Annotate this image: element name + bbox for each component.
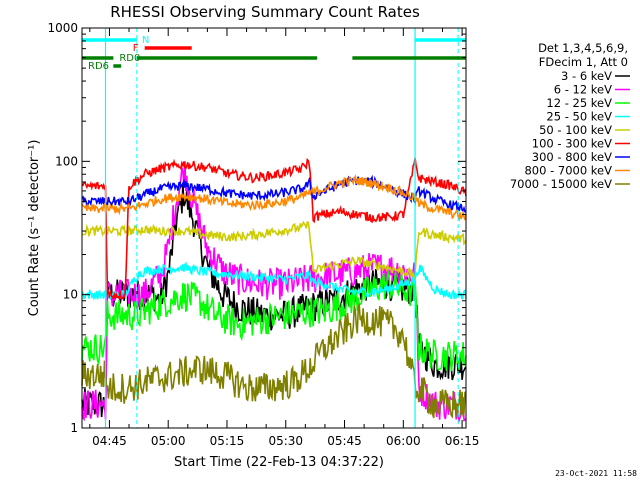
series-line-5 <box>81 157 467 301</box>
generation-timestamp: 23-Oct-2021 11:58 <box>555 469 637 478</box>
legend-label-7: 800 - 7000 keV <box>524 164 612 178</box>
x-tick-label-4: 05:45 <box>327 434 362 448</box>
y-tick-label-1: 10 <box>63 288 78 302</box>
legend-label-8: 7000 - 15000 keV <box>510 177 612 191</box>
legend-label-5: 100 - 300 keV <box>532 137 612 151</box>
x-tick-label-0: 04:45 <box>92 434 127 448</box>
y-axis-label: Count Rate (s⁻¹ detector⁻¹) <box>27 140 42 317</box>
flag-label-1: F <box>133 43 139 54</box>
flag-label-0: N <box>142 35 149 46</box>
series-line-2 <box>81 270 467 372</box>
chart-title: RHESSI Observing Summary Count Rates <box>110 3 420 21</box>
legend-label-6: 300 - 800 keV <box>532 150 612 164</box>
flag-label-3: RD6 <box>88 61 109 72</box>
legend-label-4: 50 - 100 keV <box>539 123 612 137</box>
legend-header-line-1: Det 1,3,4,5,6,9, <box>538 41 628 55</box>
series-line-8 <box>81 303 467 419</box>
plot-frame <box>81 27 467 429</box>
series-line-4 <box>81 220 467 281</box>
y-tick-label-0: 1 <box>70 421 78 435</box>
legend-header-line-2: FDecim 1, Att 0 <box>539 55 628 69</box>
legend-label-2: 12 - 25 keV <box>546 96 612 110</box>
legend: Det 1,3,4,5,6,9, FDecim 1, Att 0 3 - 6 k… <box>510 41 630 191</box>
flag-label-2: RD0 <box>119 53 140 64</box>
y-tick-label-3: 1000 <box>47 21 78 35</box>
x-tick-label-3: 05:30 <box>268 434 303 448</box>
y-tick-label-2: 100 <box>55 154 78 168</box>
legend-label-3: 25 - 50 keV <box>546 110 612 124</box>
legend-label-0: 3 - 6 keV <box>561 69 612 83</box>
x-tick-label-1: 05:00 <box>151 434 186 448</box>
series-line-3 <box>81 261 467 301</box>
legend-label-1: 6 - 12 keV <box>554 83 612 97</box>
x-tick-label-6: 06:15 <box>445 434 480 448</box>
x-tick-label-2: 05:15 <box>210 434 245 448</box>
x-tick-label-5: 06:00 <box>386 434 421 448</box>
series-line-7 <box>81 174 467 222</box>
x-axis-label: Start Time (22-Feb-13 04:37:22) <box>174 455 384 470</box>
